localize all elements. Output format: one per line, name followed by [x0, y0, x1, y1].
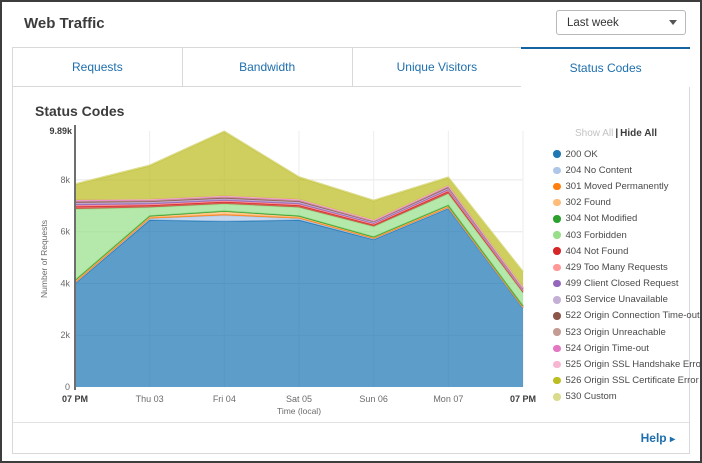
- legend-item[interactable]: 429 Too Many Requests: [553, 259, 699, 275]
- time-range-select[interactable]: Last week: [556, 10, 686, 35]
- svg-text:8k: 8k: [60, 175, 70, 185]
- legend-item[interactable]: 522 Origin Connection Time-out: [553, 308, 700, 324]
- legend-item[interactable]: 499 Client Closed Request: [553, 276, 699, 292]
- legend-color-dot: [553, 166, 561, 175]
- legend-list: 200 OK 204 No Content 301 Moved Permanentl…: [553, 146, 702, 405]
- legend-color-dot: [553, 312, 561, 320]
- legend-item-label: 530 Custom: [565, 391, 617, 403]
- chart-title: Status Codes: [35, 103, 125, 119]
- svg-text:6k: 6k: [60, 227, 70, 237]
- legend-item[interactable]: 526 Origin SSL Certificate Error: [553, 373, 699, 389]
- legend-item-label: 304 Not Modified: [565, 213, 638, 225]
- legend-color-dot: [553, 360, 561, 369]
- chart-legend: Show All | Hide All 200 OK 204 No Content 30…: [553, 128, 702, 405]
- legend-item[interactable]: 302 Found: [553, 195, 699, 211]
- legend-item-label: 522 Origin Connection Time-out: [565, 310, 700, 322]
- legend-item-label: 503 Service Unavailable: [565, 294, 668, 306]
- legend-color-dot: [553, 231, 561, 239]
- legend-item[interactable]: 200 OK: [553, 146, 699, 162]
- tab-bar: Requests Bandwidth Unique Visitors Statu…: [12, 47, 690, 87]
- legend-color-dot: [553, 279, 561, 288]
- svg-text:Sun 06: Sun 06: [359, 394, 388, 404]
- tab-requests[interactable]: Requests: [12, 47, 183, 87]
- svg-text:07 PM: 07 PM: [62, 394, 88, 404]
- help-arrow-icon: ▸: [669, 434, 675, 445]
- svg-text:Number of Requests: Number of Requests: [39, 220, 49, 298]
- legend-item-label: 525 Origin SSL Handshake Error: [565, 359, 702, 371]
- svg-text:4k: 4k: [60, 278, 70, 288]
- svg-text:Mon 07: Mon 07: [433, 394, 463, 404]
- status-codes-chart: 0 2k 4k 6k 8k 9.89k 07 PM Thu 03 Fri 04 Sat 05 Sun…: [39, 125, 536, 416]
- legend-color-dot: [553, 344, 561, 353]
- legend-color-dot: [553, 182, 561, 191]
- chevron-down-icon: [669, 20, 677, 25]
- legend-item[interactable]: 403 Forbidden: [553, 227, 699, 243]
- tab-status-codes[interactable]: Status Codes: [521, 47, 690, 87]
- legend-color-dot: [553, 376, 561, 385]
- svg-text:Sat 05: Sat 05: [286, 394, 312, 404]
- legend-color-dot: [553, 215, 561, 223]
- tab-content-panel: Status Codes 0 2k 4k 6k 8k 9.89k 07 PM Thu 03 Fr…: [12, 87, 700, 454]
- panel-footer: Help ▸: [13, 422, 689, 453]
- legend-separator: |: [615, 128, 619, 139]
- legend-item-label: 526 Origin SSL Certificate Error: [565, 375, 699, 387]
- svg-text:Fri 04: Fri 04: [213, 394, 236, 404]
- help-link[interactable]: Help ▸: [640, 431, 675, 445]
- legend-color-dot: [553, 247, 561, 255]
- legend-item[interactable]: 304 Not Modified: [553, 211, 699, 227]
- legend-item[interactable]: 524 Origin Time-out: [553, 340, 699, 356]
- tab-unique-visitors[interactable]: Unique Visitors: [351, 47, 523, 87]
- legend-item-label: 200 OK: [565, 148, 598, 160]
- legend-item-label: 204 No Content: [565, 164, 633, 176]
- svg-text:9.89k: 9.89k: [49, 126, 73, 136]
- show-all-button[interactable]: Show All: [575, 128, 614, 139]
- legend-item[interactable]: 503 Service Unavailable: [553, 292, 699, 308]
- legend-color-dot: [553, 393, 561, 401]
- svg-text:Thu 03: Thu 03: [136, 394, 164, 404]
- legend-item-label: 429 Too Many Requests: [565, 261, 668, 273]
- legend-controls: Show All | Hide All: [575, 128, 699, 139]
- legend-item[interactable]: 525 Origin SSL Handshake Error: [553, 356, 702, 372]
- hide-all-button[interactable]: Hide All: [620, 128, 658, 139]
- legend-item[interactable]: 301 Moved Permanently: [553, 178, 699, 194]
- tab-bandwidth[interactable]: Bandwidth: [181, 47, 353, 87]
- legend-item-label: 302 Found: [565, 197, 611, 209]
- legend-color-dot: [553, 150, 561, 158]
- page-title: Web Traffic: [24, 15, 105, 32]
- legend-item-label: 403 Forbidden: [565, 229, 627, 241]
- legend-item-label: 404 Not Found: [565, 245, 629, 257]
- legend-item-label: 499 Client Closed Request: [565, 278, 679, 290]
- legend-color-dot: [553, 328, 561, 336]
- svg-text:07 PM: 07 PM: [510, 394, 536, 404]
- legend-item-label: 524 Origin Time-out: [565, 342, 649, 354]
- svg-text:2k: 2k: [60, 330, 70, 340]
- time-range-value: Last week: [567, 16, 619, 29]
- legend-item-label: 301 Moved Permanently: [565, 180, 669, 192]
- legend-item[interactable]: 204 No Content: [553, 162, 699, 178]
- legend-color-dot: [553, 198, 561, 207]
- legend-item[interactable]: 523 Origin Unreachable: [553, 324, 699, 340]
- legend-color-dot: [553, 263, 561, 272]
- legend-color-dot: [553, 296, 561, 304]
- legend-item[interactable]: 530 Custom: [553, 389, 699, 405]
- svg-text:0: 0: [65, 382, 70, 392]
- svg-text:Time (local): Time (local): [277, 406, 321, 416]
- legend-item-label: 523 Origin Unreachable: [565, 326, 666, 338]
- legend-item[interactable]: 404 Not Found: [553, 243, 699, 259]
